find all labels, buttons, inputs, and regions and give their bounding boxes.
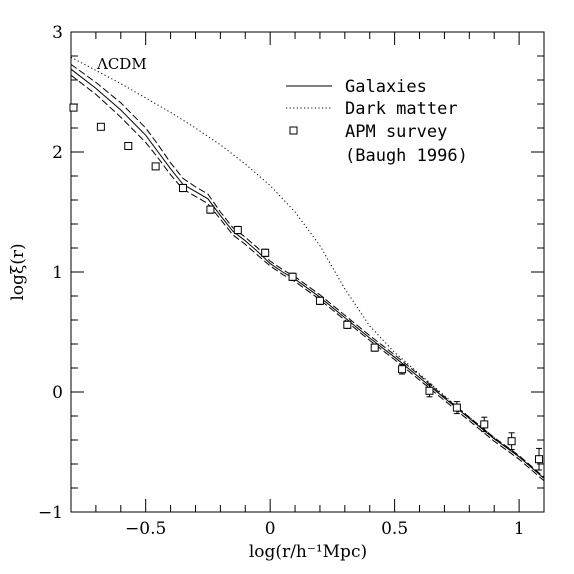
plot-border xyxy=(70,31,545,513)
galaxies-bound-line xyxy=(70,63,545,478)
x-axis-label: log(r/h⁻¹Mpc) xyxy=(249,542,367,562)
y-axis-label: logξ(r) xyxy=(8,243,28,300)
apm-data-point xyxy=(261,248,270,257)
apm-data-point xyxy=(233,226,242,234)
y-tick-label: 0 xyxy=(52,383,63,403)
y-tick-label: 2 xyxy=(52,143,63,163)
legend-label-galaxies: Galaxies xyxy=(345,77,427,97)
apm-data-point xyxy=(480,420,489,429)
galaxies-line xyxy=(70,68,545,479)
legend-marker-apm xyxy=(289,126,298,135)
apm-data-point xyxy=(179,184,188,192)
x-tick-label: −0.5 xyxy=(125,519,166,539)
legend-label-apm: APM survey xyxy=(345,122,447,142)
legend-label-baugh: (Baugh 1996) xyxy=(345,146,468,166)
x-tick-label: 0.5 xyxy=(381,519,408,539)
x-tick-label: 0 xyxy=(265,519,276,539)
apm-data-point xyxy=(124,142,133,150)
apm-data-point xyxy=(151,162,160,171)
galaxies-bound-line xyxy=(70,74,545,482)
axis-ticks: −0.5 0 0.5 1 −1 0 1 2 3 xyxy=(38,23,545,539)
apm-data-point xyxy=(315,296,324,305)
apm-data-point xyxy=(425,386,434,395)
y-tick-label: 3 xyxy=(52,23,63,43)
legend: Galaxies Dark matter APM survey (Baugh 1… xyxy=(286,77,468,166)
y-tick-label: −1 xyxy=(38,503,63,523)
apm-data-point xyxy=(535,455,544,464)
apm-data-point xyxy=(370,343,379,352)
model-label: ΛCDM xyxy=(96,55,147,73)
apm-data-point xyxy=(507,437,516,446)
apm-data-point xyxy=(96,122,105,131)
apm-data-point xyxy=(69,103,78,112)
apm-survey-points xyxy=(69,103,544,471)
apm-data-point xyxy=(206,205,215,214)
dark-matter-line xyxy=(70,56,545,479)
x-tick-label: 1 xyxy=(514,519,525,539)
apm-data-point xyxy=(452,403,461,412)
y-tick-label: 1 xyxy=(52,263,63,283)
apm-data-point xyxy=(398,365,407,374)
data-series xyxy=(70,56,545,482)
legend-label-dark-matter: Dark matter xyxy=(345,99,458,119)
apm-data-point xyxy=(343,320,352,329)
apm-data-point xyxy=(288,272,297,281)
plot-frame xyxy=(70,31,545,513)
